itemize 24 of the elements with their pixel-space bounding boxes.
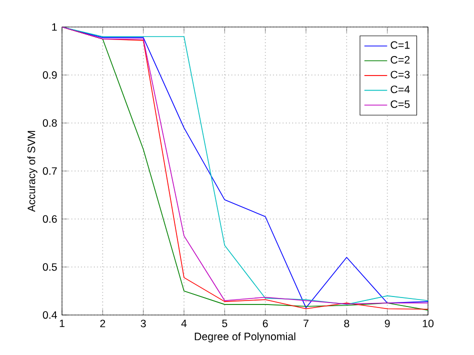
- x-tick-label: 4: [181, 320, 187, 328]
- x-tick-label: 1: [60, 320, 64, 328]
- y-tick-label: 0.8: [42, 119, 57, 127]
- legend-label: C=2: [390, 56, 410, 64]
- x-axis-title: Degree of Polynomial: [194, 332, 296, 342]
- y-tick-label: 0.7: [42, 167, 57, 175]
- x-tick-label: 7: [304, 320, 308, 328]
- x-tick-label: 10: [422, 320, 434, 328]
- legend-label: C=4: [390, 86, 410, 94]
- x-tick-label: 9: [384, 320, 390, 328]
- y-tick-label: 0.4: [42, 311, 57, 319]
- y-tick-label: 1: [52, 23, 57, 31]
- legend-label: C=1: [390, 41, 410, 49]
- x-tick-label: 8: [344, 320, 350, 328]
- x-tick-label: 2: [100, 320, 106, 328]
- y-tick-label: 0.6: [42, 215, 57, 223]
- x-tick-label: 6: [262, 320, 268, 328]
- y-axis-title: Accuracy of SVM: [27, 130, 38, 212]
- legend-label: C=3: [390, 70, 410, 78]
- y-tick-label: 0.9: [42, 71, 57, 79]
- x-tick-label: 5: [222, 320, 228, 328]
- legend-label: C=5: [390, 100, 410, 108]
- y-tick-label: 0.5: [42, 263, 57, 271]
- x-tick-label: 3: [140, 320, 146, 328]
